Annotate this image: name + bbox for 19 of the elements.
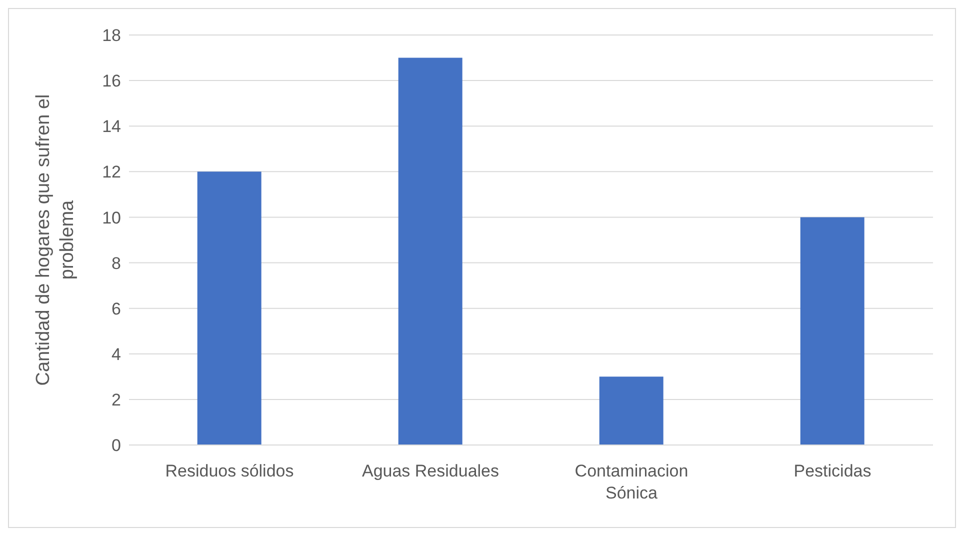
- y-tick-label: 12: [102, 162, 121, 182]
- x-tick-label: Contaminacion Sónica: [574, 461, 688, 502]
- y-tick-label: 8: [112, 254, 121, 273]
- bar: [197, 172, 262, 445]
- y-tick-label: 16: [102, 72, 121, 91]
- y-tick-label: 10: [102, 208, 121, 228]
- x-tick-label: Residuos sólidos: [165, 461, 294, 480]
- y-tick-label: 6: [112, 299, 121, 318]
- bar: [599, 376, 664, 445]
- x-tick-label: Aguas Residuales: [362, 461, 500, 480]
- bar: [398, 58, 462, 445]
- y-axis-title: Cantidad de hogares que sufren el problema: [33, 94, 78, 386]
- y-tick-label: 2: [112, 390, 121, 410]
- y-tick-label: 18: [102, 26, 121, 46]
- bar: [800, 217, 864, 445]
- y-tick-label: 14: [102, 117, 121, 136]
- y-tick-label: 0: [112, 436, 121, 456]
- y-tick-label: 4: [112, 344, 121, 364]
- x-tick-label: Pesticidas: [794, 461, 872, 480]
